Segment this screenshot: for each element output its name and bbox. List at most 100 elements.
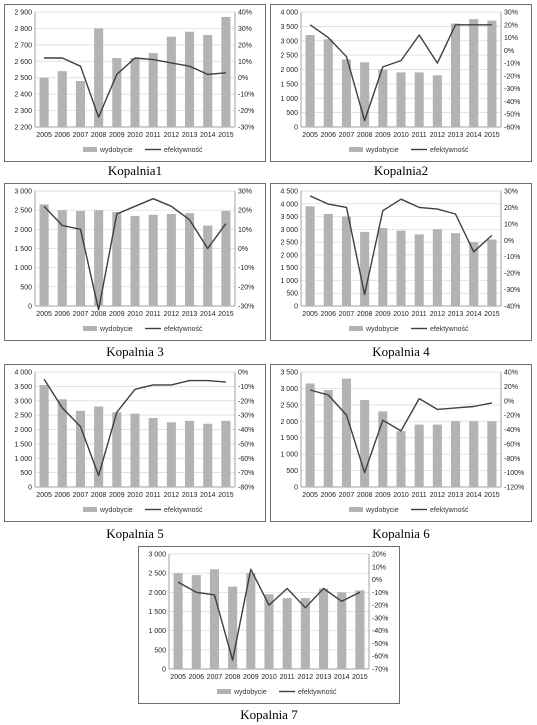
bar — [57, 399, 67, 487]
x-tick-label: 2006 — [320, 132, 336, 139]
bar — [487, 239, 497, 306]
y-left-tick-label: 1 000 — [14, 265, 32, 272]
chart-panel-kopalnia-7: 0 500 1 000 1 500 2 000 2 500 3 000 -70% -60% -50… — [138, 546, 400, 704]
y-left-tick-label: 2 500 — [14, 75, 32, 82]
bar — [360, 231, 370, 306]
bar — [341, 378, 351, 487]
y-right-tick-label: 20% — [504, 384, 518, 391]
bar — [282, 598, 292, 669]
bar — [432, 229, 442, 306]
x-tick-label: 2009 — [109, 132, 125, 139]
y-right-tick-label: -30% — [504, 287, 520, 294]
x-tick-label: 2008 — [225, 674, 241, 681]
x-tick-label: 2006 — [54, 311, 70, 318]
y-left-tick-label: 500 — [20, 284, 32, 291]
x-tick-label: 2011 — [412, 132, 427, 139]
y-left-tick-label: 2 500 — [280, 53, 298, 60]
y-left-tick-label: 1 500 — [14, 246, 32, 253]
y-left-tick-label: 3 000 — [148, 552, 166, 559]
bar — [148, 214, 158, 306]
x-tick-label: 2006 — [54, 492, 70, 499]
x-tick-label: 2006 — [320, 492, 336, 499]
bar — [191, 575, 201, 669]
y-left-tick-label: 0 — [294, 125, 298, 132]
chart-caption: Kopalnia2 — [373, 163, 429, 178]
x-tick-label: 2007 — [73, 492, 89, 499]
x-tick-label: 2013 — [448, 492, 464, 499]
legend-line-label: efektywność — [430, 326, 469, 333]
y-right-tick-label: 20% — [238, 42, 252, 49]
x-tick-label: 2014 — [200, 311, 216, 318]
x-tick-label: 2013 — [182, 492, 198, 499]
x-tick-label: 2014 — [200, 132, 216, 139]
bar — [130, 58, 140, 127]
y-right-tick-label: -100% — [504, 470, 524, 477]
x-tick-label: 2006 — [320, 311, 336, 318]
bar — [94, 28, 104, 127]
y-left-tick-label: 0 — [28, 485, 32, 492]
y-left-tick-label: 500 — [286, 291, 298, 298]
bar — [228, 586, 238, 669]
bar — [396, 230, 406, 306]
x-tick-label: 2011 — [146, 311, 161, 318]
legend-line-label: efektywność — [430, 147, 469, 154]
y-left-tick-label: 2 200 — [14, 125, 32, 132]
x-tick-label: 2005 — [36, 132, 52, 139]
y-left-tick-label: 2 900 — [14, 10, 32, 17]
x-tick-label: 2005 — [36, 311, 52, 318]
bar — [75, 410, 85, 487]
y-right-tick-label: -40% — [238, 427, 254, 434]
bar — [166, 214, 176, 306]
y-right-tick-label: 40% — [238, 10, 252, 17]
y-left-tick-label: 500 — [286, 110, 298, 117]
x-tick-label: 2005 — [36, 492, 52, 499]
y-right-tick-label: -20% — [504, 73, 520, 80]
y-left-tick-label: 3 000 — [14, 189, 32, 196]
y-left-tick-label: 1 500 — [148, 609, 166, 616]
y-left-tick-label: 2 500 — [280, 402, 298, 409]
x-tick-label: 2007 — [339, 132, 355, 139]
y-left-tick-label: 2 600 — [14, 59, 32, 66]
bar — [360, 62, 370, 127]
y-right-tick-label: -20% — [372, 603, 388, 610]
chart-panel-kopalnia-4: 0 500 1 000 1 500 2 000 2 500 3 000 3 500 4 000 4… — [270, 183, 532, 341]
x-tick-label: 2009 — [243, 674, 259, 681]
x-tick-label: 2010 — [127, 311, 143, 318]
bar — [203, 423, 213, 487]
y-left-tick-label: 0 — [294, 485, 298, 492]
x-tick-label: 2009 — [109, 311, 125, 318]
x-tick-label: 2011 — [146, 132, 161, 139]
y-right-tick-label: -80% — [238, 485, 254, 492]
x-tick-label: 2013 — [448, 132, 464, 139]
x-tick-label: 2005 — [170, 674, 186, 681]
bar — [39, 204, 49, 306]
y-left-tick-label: 1 500 — [280, 265, 298, 272]
legend-bar-label: wydobycie — [99, 147, 133, 154]
x-tick-label: 2015 — [218, 311, 234, 318]
x-tick-label: 2014 — [466, 311, 482, 318]
chart-caption: Kopalnia 4 — [372, 344, 430, 359]
line-series — [43, 197, 227, 311]
chart-svg: 0 500 1 000 1 500 2 000 2 500 3 000 3 500 4 000 -… — [14, 370, 254, 515]
chart-svg: 0 500 1 000 1 500 2 000 2 500 3 000 -70% -60% -50… — [148, 552, 388, 697]
bar — [39, 77, 49, 127]
x-tick-label: 2008 — [91, 311, 107, 318]
x-tick-label: 2008 — [91, 132, 107, 139]
bar — [300, 598, 310, 669]
legend-line-label: efektywność — [164, 147, 203, 154]
y-right-tick-label: -10% — [238, 265, 254, 272]
y-left-tick-label: 1 000 — [148, 628, 166, 635]
bar — [221, 210, 231, 306]
y-right-tick-label: -10% — [504, 61, 520, 68]
x-tick-label: 2009 — [375, 132, 391, 139]
bar — [378, 411, 388, 487]
y-right-tick-label: -50% — [238, 441, 254, 448]
bar — [432, 75, 442, 127]
bar — [451, 233, 461, 306]
y-right-tick-label: 0% — [238, 75, 248, 82]
bar — [469, 421, 479, 487]
bar — [148, 53, 158, 128]
bar — [94, 210, 104, 306]
y-right-tick-label: 0% — [372, 577, 382, 584]
x-tick-label: 2009 — [375, 311, 391, 318]
